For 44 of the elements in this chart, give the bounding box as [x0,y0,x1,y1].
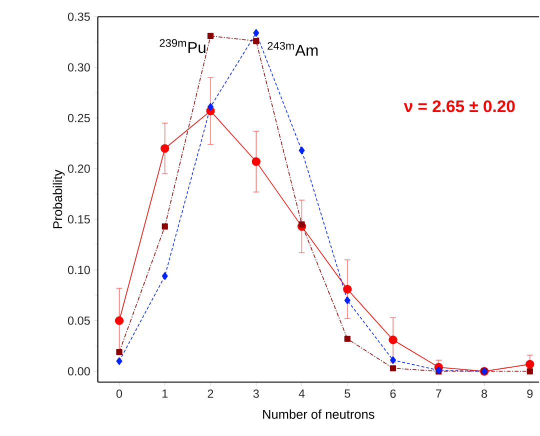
point [207,32,214,39]
point [344,296,350,304]
x-tick-label: 8 [482,389,488,398]
point [207,102,214,111]
y-axis-title: Probability [52,170,65,228]
x-tick-label: 2 [208,389,214,398]
point [344,336,350,342]
point [253,38,260,44]
x-tick-label: 3 [253,389,259,398]
point [116,357,122,365]
point [343,284,352,294]
x-tick-label: 7 [436,389,442,398]
y-tick-label: 0.25 [68,114,90,122]
x-tick-label: 9 [527,389,533,398]
y-tick-label: 0.10 [68,266,90,274]
x-tick-label: 6 [390,389,396,398]
point [253,28,260,37]
y-tick-label: 0.00 [68,366,90,376]
y-tick-label: 0.05 [68,316,90,325]
point [388,335,398,344]
point [162,223,168,230]
point [160,144,170,153]
series-label: $^{243m}$Am [268,42,318,56]
x-tick-label: 5 [344,389,350,398]
point [162,272,168,280]
point [526,368,533,374]
x-tick-label: 4 [298,389,305,398]
point [298,146,305,154]
x-axis-title: Number of neutrons [263,409,374,419]
y-tick-label: 0.35 [68,12,90,21]
point [390,356,396,364]
point [252,157,260,166]
point [114,316,124,325]
point [526,360,534,368]
y-tick-label: 0.20 [68,164,90,173]
y-tick-label: 0.30 [68,63,90,72]
point [116,348,122,355]
x-tick-label: 0 [116,389,122,398]
point [390,365,396,372]
point [298,221,305,228]
x-tick-label: 1 [162,389,168,398]
series-label: $^{239m}$Pu [160,38,206,53]
annotation: ν = 2.65 ± 0.20 [404,100,515,112]
y-tick-label: 0.15 [68,215,90,224]
